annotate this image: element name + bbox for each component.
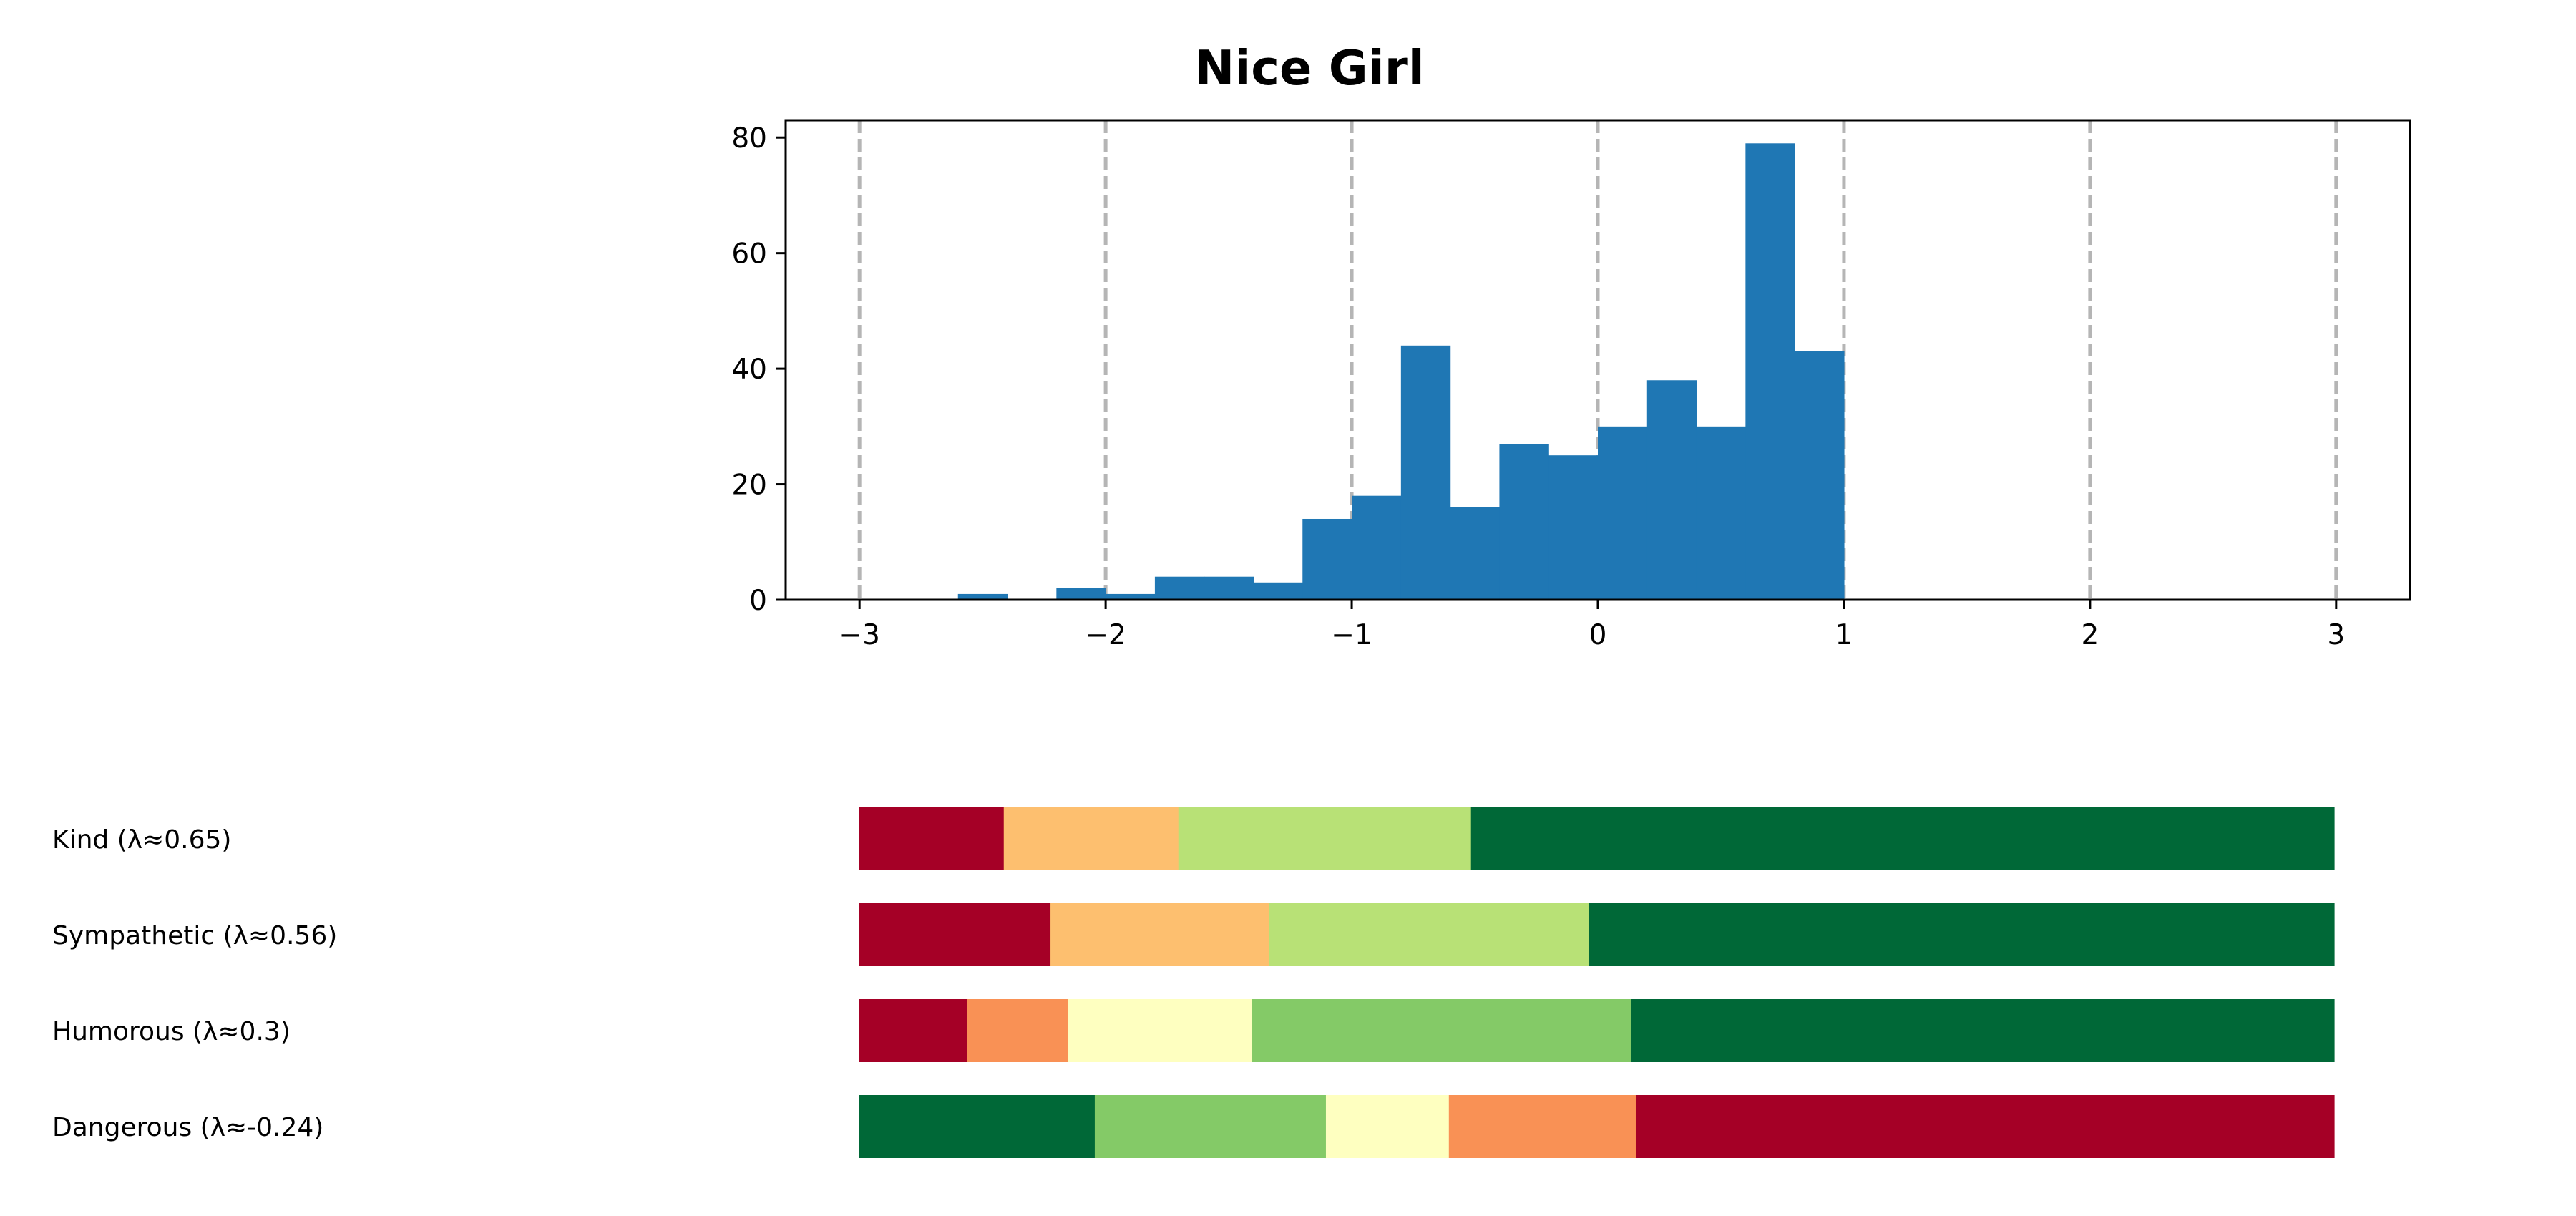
bar-segment <box>859 807 1005 870</box>
x-tick-label: 2 <box>2081 619 2099 651</box>
bar-segment <box>1068 999 1253 1062</box>
row-label: Kind (λ≈0.65) <box>52 825 231 855</box>
x-tick-label: −2 <box>1085 619 1126 651</box>
bar-segment <box>859 1095 1096 1158</box>
x-tick-label: −3 <box>839 619 880 651</box>
bar-segment <box>1448 1095 1636 1158</box>
bar-segment <box>1252 999 1631 1062</box>
bar-segment <box>1050 903 1270 966</box>
bar-segment <box>1635 1095 2335 1158</box>
bar-segment <box>1325 1095 1450 1158</box>
bar-segment <box>1631 999 2335 1062</box>
y-tick-label: 60 <box>731 238 767 271</box>
histogram-bars <box>957 143 1845 600</box>
y-tick-label: 80 <box>731 122 767 155</box>
stacked-bar-row: Humorous (λ≈0.3) <box>52 999 2335 1062</box>
y-tick-label: 40 <box>731 354 767 386</box>
bar-segment <box>859 903 1051 966</box>
y-tick-label: 0 <box>749 585 767 617</box>
bar-segment <box>1470 807 2335 870</box>
chart-title: Nice Girl <box>1194 40 1425 96</box>
stacked-bar-row: Dangerous (λ≈-0.24) <box>52 1095 2335 1158</box>
stacked-bars: Kind (λ≈0.65) Sympathetic (λ≈0.56) Humorou… <box>52 807 2335 1158</box>
bar-segment <box>1269 903 1590 966</box>
y-tick-label: 20 <box>731 470 767 502</box>
row-label: Humorous (λ≈0.3) <box>52 1017 291 1046</box>
histogram-bar <box>1598 426 1648 600</box>
x-tick-label: 0 <box>1589 619 1607 651</box>
row-label: Dangerous (λ≈-0.24) <box>52 1113 323 1142</box>
bar-segment <box>1589 903 2335 966</box>
row-label: Sympathetic (λ≈0.56) <box>52 921 337 950</box>
bar-segment <box>1003 807 1179 870</box>
histogram-bar <box>957 593 1008 600</box>
x-tick-label: 1 <box>1835 619 1853 651</box>
histogram-bar <box>1352 495 1402 600</box>
bar-segment <box>967 999 1068 1062</box>
bar-segment <box>859 999 967 1062</box>
bar-segment <box>1094 1095 1327 1158</box>
stacked-bar-row: Kind (λ≈0.65) <box>52 807 2335 870</box>
histogram-bar <box>1204 576 1254 600</box>
x-tick-label: −1 <box>1331 619 1372 651</box>
histogram-bar <box>1745 143 1795 600</box>
histogram-bar <box>1400 345 1451 600</box>
histogram-bar <box>1302 518 1352 600</box>
histogram-bar <box>1154 576 1205 600</box>
histogram-y-axis: 0 20 40 60 80 <box>731 122 786 617</box>
histogram-bar <box>1646 380 1697 600</box>
histogram-bar <box>1696 426 1746 600</box>
histogram-bar <box>1253 582 1303 600</box>
stacked-bar-row: Sympathetic (λ≈0.56) <box>52 903 2335 966</box>
histogram-bar <box>1106 593 1156 600</box>
histogram-bar <box>1056 588 1106 600</box>
histogram-x-axis: −3 −2 −1 0 1 2 3 <box>839 600 2345 651</box>
histogram-bar <box>1795 351 1845 600</box>
x-tick-label: 3 <box>2327 619 2345 651</box>
bar-segment <box>1178 807 1472 870</box>
histogram-bar <box>1548 455 1599 600</box>
histogram-bar <box>1499 444 1549 600</box>
histogram-bar <box>1450 507 1501 600</box>
